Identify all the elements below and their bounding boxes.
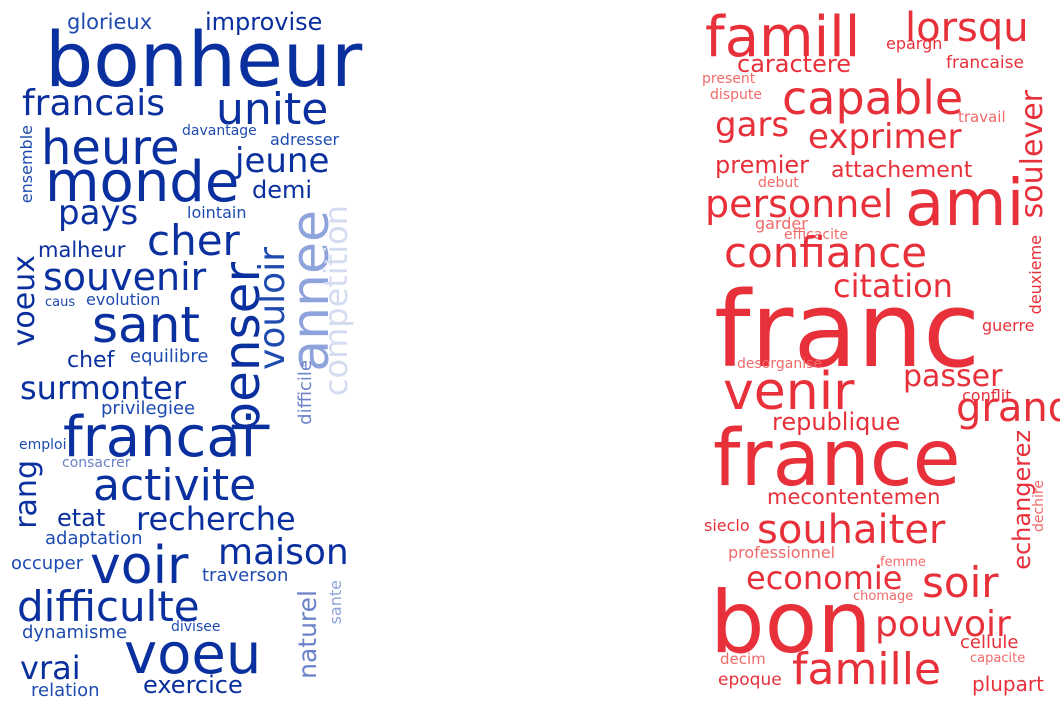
word: plupart	[972, 672, 1044, 696]
word: debut	[758, 175, 799, 191]
word: glorieux	[67, 10, 153, 34]
word: improvise	[205, 8, 323, 36]
word: heure	[41, 120, 180, 176]
word: adaptation	[45, 528, 143, 549]
word: grand	[956, 385, 1060, 431]
word: chomage	[853, 589, 914, 604]
word: caractere	[737, 50, 851, 78]
word: francais	[22, 83, 165, 124]
word: privilegiee	[101, 398, 196, 419]
word: franc	[714, 269, 981, 391]
word: exercice	[143, 671, 243, 699]
word: dechire	[1031, 480, 1047, 533]
word: professionnel	[728, 543, 836, 562]
word: souhaiter	[757, 507, 946, 553]
word: francaise	[946, 53, 1024, 73]
word: lorsqu	[905, 5, 1029, 51]
word: venir	[723, 362, 855, 422]
word: cher	[147, 216, 240, 265]
word: rang	[9, 460, 44, 529]
word: guerre	[982, 316, 1035, 335]
word: conflit	[962, 386, 1012, 405]
word: france	[713, 414, 961, 504]
word: caus	[45, 295, 76, 310]
word: cellule	[960, 632, 1019, 653]
word: personnel	[705, 182, 894, 226]
word: sant	[92, 296, 200, 354]
word: adresser	[270, 130, 340, 149]
word: decim	[720, 650, 766, 668]
word: famill	[705, 5, 861, 70]
word: chef	[67, 348, 115, 373]
word: evolution	[86, 290, 161, 309]
word: monde	[45, 150, 240, 215]
word: occuper	[11, 553, 84, 574]
word: ensemble	[17, 125, 36, 204]
word: voir	[90, 536, 189, 596]
word: pouvoir	[875, 604, 1011, 645]
word: emploi	[19, 437, 67, 453]
word: vrai	[20, 649, 81, 687]
word: ami	[905, 167, 1025, 241]
word: dispute	[710, 87, 762, 103]
word: premier	[715, 151, 810, 179]
word: surmonter	[20, 369, 186, 407]
word: voeux	[7, 255, 42, 347]
word: difficulte	[17, 582, 200, 631]
word: voeu	[124, 622, 262, 687]
word: demi	[252, 176, 313, 204]
word: sieclo	[704, 516, 750, 535]
word: lointain	[187, 203, 247, 222]
word: pays	[58, 193, 139, 233]
word: maison	[218, 532, 349, 573]
word: famille	[792, 644, 942, 695]
word: epoque	[718, 670, 782, 690]
word: consacrer	[62, 455, 131, 471]
word: gars	[715, 105, 790, 145]
word: difficile	[295, 360, 316, 425]
word: soir	[922, 558, 999, 607]
word: francai	[63, 405, 257, 470]
word: garder	[755, 214, 808, 233]
word: etat	[57, 504, 106, 532]
word: competition	[317, 205, 355, 397]
word: present	[702, 71, 756, 87]
word-cloud-blue: glorieux improvise bonheur francais unit…	[0, 0, 363, 713]
word: malheur	[38, 238, 126, 262]
word: femme	[880, 555, 926, 570]
word: naturel	[293, 590, 322, 679]
word: equilibre	[130, 346, 209, 367]
word: bonheur	[45, 15, 363, 104]
word: citation	[833, 267, 953, 305]
word: capable	[782, 71, 964, 125]
word: traverson	[202, 565, 289, 586]
word: activite	[93, 460, 257, 511]
word: souvenir	[43, 255, 207, 299]
word: epargn	[886, 34, 943, 53]
word: desorganise	[737, 356, 823, 372]
word: mecontentemen	[767, 485, 941, 509]
word: attachement	[831, 158, 973, 183]
word: relation	[31, 680, 100, 701]
word: jeune	[235, 141, 330, 181]
word: passer	[903, 359, 1003, 394]
word: bon	[710, 573, 872, 673]
word: deuxieme	[1026, 235, 1045, 315]
word: efficacite	[784, 227, 849, 243]
word: recherche	[136, 500, 296, 538]
word: economie	[746, 559, 903, 597]
word: exprimer	[808, 117, 962, 157]
word: capacite	[970, 651, 1026, 666]
word: travail	[958, 108, 1006, 126]
word: dynamisme	[22, 622, 128, 643]
word: divisee	[171, 619, 221, 635]
word: sante	[326, 580, 345, 625]
word: republique	[772, 408, 901, 436]
word-cloud-red: famill lorsqu epargn caractere francaise…	[700, 0, 1060, 713]
word: unite	[216, 84, 329, 135]
word: confiance	[724, 228, 928, 277]
word: davantage	[182, 123, 257, 139]
